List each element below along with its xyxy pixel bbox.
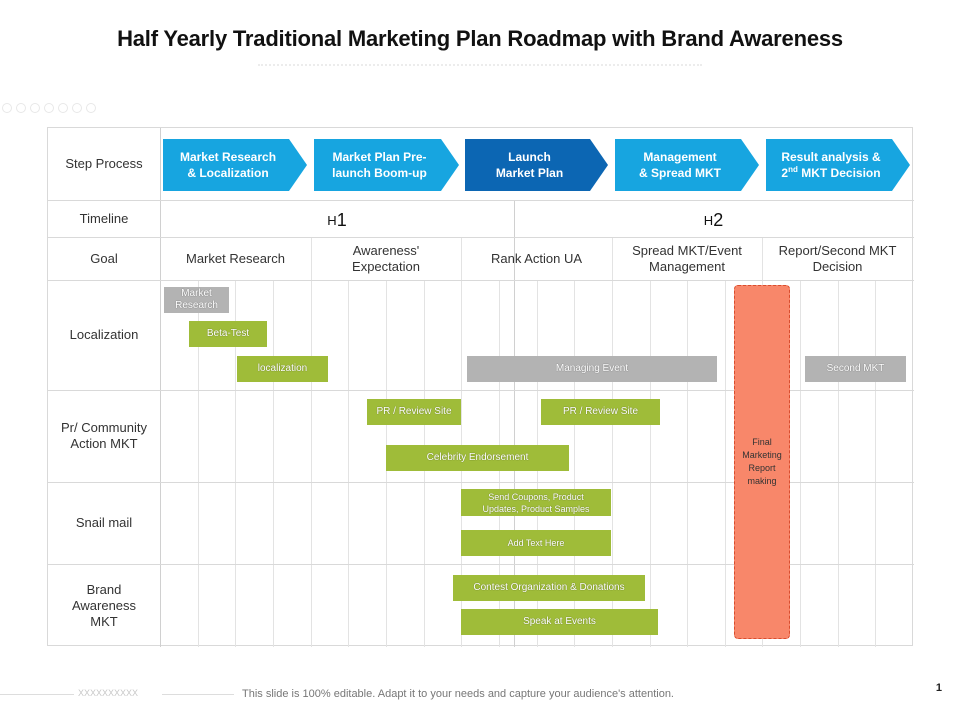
bar-beta-test: Beta-Test	[189, 321, 267, 347]
step-line: Launch	[508, 150, 551, 164]
footer-placeholder: XXXXXXXXXX	[78, 688, 139, 698]
step-line: Market Research	[179, 150, 277, 164]
timeline-h2-number: 2	[713, 209, 724, 230]
subtitle-placeholder-line	[258, 64, 702, 69]
step-line-2nd: 2nd MKT Decision	[781, 165, 880, 181]
timeline-h1-number: 1	[336, 209, 347, 230]
bar-localization: localization	[237, 356, 328, 382]
step-line: & Spread MKT	[638, 166, 721, 180]
goal-divider	[461, 238, 462, 280]
row-label-step-process: Step Process	[65, 156, 143, 171]
grid-line	[273, 280, 274, 647]
step-line: Market Plan Pre-	[332, 150, 427, 164]
grid-line	[650, 280, 651, 647]
decorative-dots	[2, 103, 96, 113]
footer-note: This slide is 100% editable. Adapt it to…	[242, 688, 674, 700]
goal-divider	[311, 238, 312, 280]
bar-pr-review-site-1: PR / Review Site	[367, 399, 461, 425]
grid-line	[800, 280, 801, 647]
bar-second-mkt: Second MKT	[805, 356, 906, 382]
dot	[16, 103, 26, 113]
timeline-half-divider	[514, 200, 515, 280]
row-divider	[48, 482, 914, 483]
goal-spread-mkt: Spread MKT/Event Management	[632, 243, 742, 274]
step-market-research: Market Research & Localization	[163, 139, 307, 191]
bar-pr-review-site-2: PR / Review Site	[541, 399, 660, 425]
step-management-spread: Management & Spread MKT	[615, 139, 759, 191]
timeline-h1-prefix: H	[327, 212, 337, 228]
roadmap-table: Step Process Timeline Goal Localization …	[47, 127, 914, 647]
dot	[86, 103, 96, 113]
grid-line	[574, 280, 575, 647]
step-launch-market-plan: Launch Market Plan	[465, 139, 608, 191]
step-line: Result analysis &	[781, 150, 881, 164]
row-label-goal: Goal	[90, 250, 118, 266]
page-number: 1	[935, 682, 942, 694]
footer-line	[0, 694, 74, 695]
row-label-timeline: Timeline	[79, 210, 129, 226]
bar-add-text: Add Text Here	[461, 530, 611, 556]
step-line: & Localization	[187, 166, 269, 180]
footer: XXXXXXXXXX This slide is 100% editable. …	[0, 686, 960, 706]
step-market-plan-prelaunch: Market Plan Pre-launch Boom-up	[314, 139, 459, 191]
row-divider	[48, 237, 914, 238]
page-title: Half Yearly Traditional Marketing Plan R…	[117, 26, 843, 51]
row-label-localization: Localization	[69, 327, 139, 342]
grid-line	[687, 280, 688, 647]
grid-line	[838, 280, 839, 647]
bar-managing-event: Managing Event	[467, 356, 717, 382]
ordinal-suffix: nd	[788, 165, 798, 174]
label-column-divider	[160, 128, 161, 647]
bar-contest-organization: Contest Organization & Donations	[453, 575, 645, 601]
dot	[44, 103, 54, 113]
goal-market-research: Market Research	[186, 251, 285, 266]
grid-line	[198, 280, 199, 647]
goal-awareness-expectation: Awareness' Expectation	[352, 243, 420, 274]
goal-report-second-mkt: Report/Second MKT Decision	[778, 243, 897, 274]
footer-line	[162, 694, 234, 695]
grid-line	[612, 280, 613, 647]
goal-divider	[612, 238, 613, 280]
row-label-brand-awareness: Brand Awareness MKT	[71, 581, 137, 629]
step-line: launch Boom-up	[332, 166, 427, 180]
dot	[2, 103, 12, 113]
row-divider	[48, 200, 914, 201]
goal-divider	[762, 238, 763, 280]
grid-line	[235, 280, 236, 647]
ordinal-number: 2	[781, 166, 789, 180]
row-label-snail-mail: Snail mail	[75, 515, 133, 530]
dot	[30, 103, 40, 113]
grid-line	[725, 280, 726, 647]
row-label-pr-community: Pr/ Community Action MKT	[61, 420, 147, 451]
step-line: Management	[643, 150, 717, 164]
bar-send-coupons: Send Coupons, Product Updates, Product S…	[461, 489, 611, 516]
row-divider	[48, 564, 914, 565]
bar-celebrity-endorsement: Celebrity Endorsement	[386, 445, 569, 471]
step-line: Market Plan	[495, 166, 564, 180]
bar-speak-at-events: Speak at Events	[461, 609, 658, 635]
row-divider	[48, 280, 914, 281]
dot	[72, 103, 82, 113]
row-divider	[48, 390, 914, 391]
timeline-h2-prefix: H	[703, 212, 714, 228]
bar-market-research: Market Research	[164, 287, 229, 313]
goal-rank-action: Rank Action UA	[490, 251, 583, 266]
step-result-analysis: Result analysis & 2nd MKT Decision	[766, 139, 910, 191]
step-line-rest: MKT Decision	[797, 166, 881, 180]
grid-line	[348, 280, 349, 647]
grid-line	[311, 280, 312, 647]
grid-line	[875, 280, 876, 647]
final-marketing-report: Final Marketing Report making	[734, 285, 790, 639]
dot	[58, 103, 68, 113]
